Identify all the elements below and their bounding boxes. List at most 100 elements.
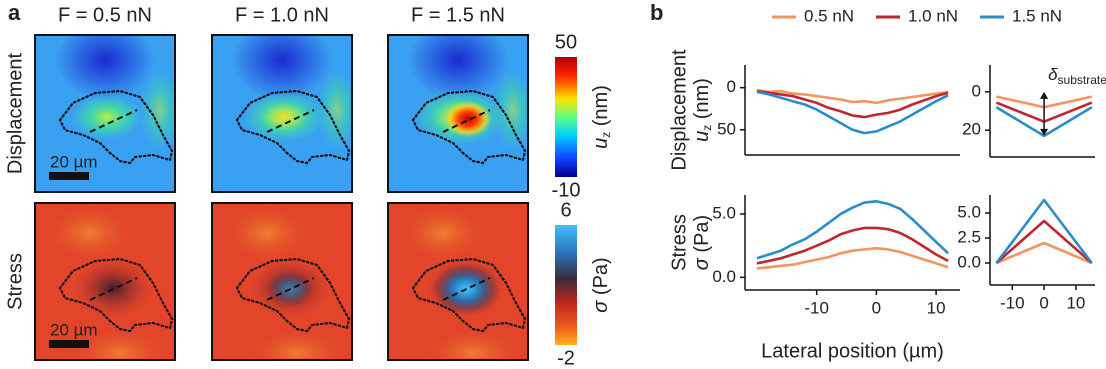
x-tick-label: -10 bbox=[804, 298, 829, 317]
heatmap-tile bbox=[34, 202, 176, 361]
colorbar-tick-label: 6 bbox=[560, 199, 571, 221]
x-tick-label: 10 bbox=[1066, 293, 1085, 312]
heatmap-blob bbox=[45, 203, 135, 263]
column-title: F = 0.5 nN bbox=[58, 4, 152, 26]
data-line bbox=[995, 241, 1093, 265]
y-tick-label: 20 bbox=[962, 120, 981, 139]
profile-line bbox=[89, 277, 138, 301]
profile-line bbox=[442, 109, 491, 133]
heatmap-image bbox=[212, 35, 352, 192]
label-unit: (Pa) bbox=[691, 215, 713, 258]
heatmap-blob bbox=[493, 70, 528, 150]
colorbar bbox=[555, 225, 577, 345]
heatmap-tile bbox=[211, 34, 353, 193]
heatmap-tile bbox=[34, 34, 176, 193]
profile-line bbox=[442, 277, 491, 301]
x-tick-label: 0 bbox=[1039, 293, 1048, 312]
data-line bbox=[756, 246, 949, 270]
panel-label: a bbox=[8, 0, 21, 25]
y-tick-label: 2.5 bbox=[957, 227, 981, 246]
data-line bbox=[756, 90, 949, 135]
heatmap-blob bbox=[398, 203, 488, 263]
arrow-head bbox=[1040, 128, 1049, 136]
cell-outline bbox=[235, 89, 351, 165]
legend-label: 1.0 nN bbox=[908, 6, 958, 25]
tile-frame bbox=[387, 202, 529, 361]
heatmap-blob bbox=[73, 258, 153, 318]
heatmap-image bbox=[35, 203, 175, 360]
tile-frame bbox=[34, 202, 176, 361]
heatmap-blob bbox=[222, 203, 312, 263]
heatmap-blob bbox=[232, 35, 332, 100]
scale-bar-label: 20 µm bbox=[50, 320, 98, 339]
cell-outline bbox=[411, 89, 527, 165]
row-label: Stress bbox=[4, 253, 26, 310]
heatmap-image bbox=[388, 35, 528, 192]
y-tick-label: 50 bbox=[717, 119, 736, 138]
y-tick-label: 5.0 bbox=[957, 202, 981, 221]
heatmap-image bbox=[388, 203, 528, 360]
row-label: Displacement bbox=[4, 52, 26, 174]
scale-bar bbox=[49, 172, 89, 180]
panel-label: b bbox=[650, 0, 663, 25]
label-unit: (Pa) bbox=[590, 257, 612, 300]
profile-line bbox=[266, 277, 315, 301]
x-tick-label: -10 bbox=[1000, 293, 1025, 312]
label-symbol: σ bbox=[691, 257, 713, 270]
tile-frame bbox=[211, 34, 353, 193]
heatmap-tile bbox=[387, 34, 529, 193]
heatmap-blob bbox=[444, 101, 492, 137]
label-symbol: u bbox=[590, 138, 612, 149]
label-subscript: substrate bbox=[1058, 73, 1106, 87]
column-title: F = 1.0 nN bbox=[235, 4, 329, 26]
data-line bbox=[756, 89, 949, 119]
heatmap-blob bbox=[140, 70, 175, 150]
heatmap-blob bbox=[423, 328, 523, 360]
y-axis-label: Stress bbox=[668, 214, 690, 271]
tile-frame bbox=[34, 34, 176, 193]
x-axis-label: Lateral position (µm) bbox=[761, 340, 944, 362]
data-line bbox=[756, 88, 949, 105]
heatmap-tile bbox=[387, 202, 529, 361]
y-axis-label: Displacement bbox=[668, 49, 690, 171]
heatmap-blob bbox=[408, 35, 508, 100]
legend-label: 0.5 nN bbox=[804, 6, 854, 25]
data-line bbox=[995, 198, 1093, 264]
y-tick-label: 0 bbox=[972, 81, 981, 100]
tile-frame bbox=[211, 202, 353, 361]
label-subscript: z bbox=[599, 132, 613, 138]
colorbar-tick-label: -10 bbox=[552, 179, 581, 201]
colorbar-tick-label: 50 bbox=[555, 31, 577, 53]
heatmap-tile bbox=[211, 202, 353, 361]
scale-bar bbox=[49, 340, 89, 348]
x-tick-label: 0 bbox=[872, 298, 881, 317]
label-symbol: σ bbox=[590, 300, 612, 313]
scale-bar-label: 20 µm bbox=[50, 152, 98, 171]
label-unit: (nm) bbox=[691, 78, 713, 125]
colorbar bbox=[555, 57, 577, 177]
arrow-head bbox=[1040, 91, 1049, 99]
heatmap-blob bbox=[72, 95, 142, 139]
cell-outline bbox=[235, 257, 351, 333]
data-line bbox=[995, 219, 1093, 264]
data-line bbox=[756, 226, 949, 265]
y-axis-label: σ (Pa) bbox=[691, 215, 713, 270]
y-axis-label: uz (nm) bbox=[691, 78, 714, 142]
data-line bbox=[756, 200, 949, 260]
colorbar-label: σ (Pa) bbox=[590, 257, 612, 312]
label-symbol: u bbox=[691, 131, 713, 142]
heatmap-blob bbox=[247, 328, 347, 360]
annotation-label: δsubstrate bbox=[1048, 65, 1106, 87]
label-subscript: z bbox=[700, 125, 714, 131]
heatmap-blob bbox=[55, 35, 155, 100]
profile-line bbox=[89, 109, 138, 133]
cell-outline bbox=[411, 257, 527, 333]
legend-label: 1.5 nN bbox=[1012, 6, 1062, 25]
tile-frame bbox=[387, 34, 529, 193]
cell-outline bbox=[58, 257, 174, 333]
heatmap-blob bbox=[317, 70, 352, 150]
column-title: F = 1.5 nN bbox=[411, 4, 505, 26]
colorbar-tick-label: -2 bbox=[557, 347, 575, 369]
y-tick-label: 0.0 bbox=[712, 267, 736, 286]
